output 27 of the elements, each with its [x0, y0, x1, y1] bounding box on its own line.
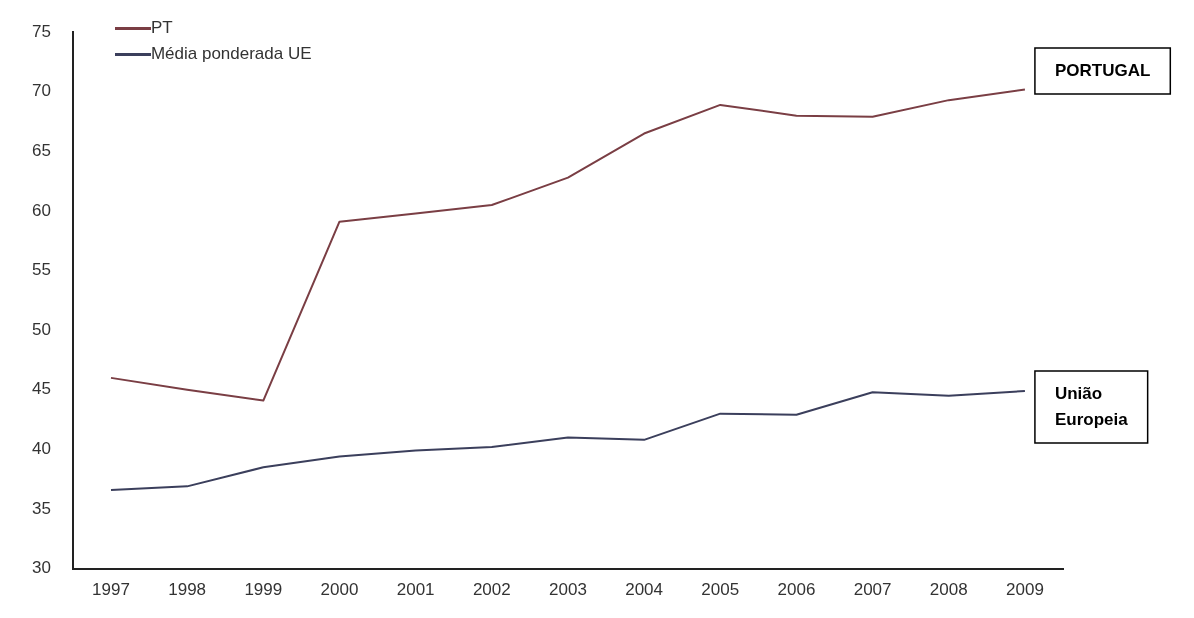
- y-tick-label: 50: [31, 319, 51, 339]
- x-tick-label: 2004: [625, 580, 664, 600]
- annotation: União Europeia: [1054, 383, 1129, 429]
- legend-label: Média ponderada UE: [150, 44, 312, 65]
- x-tick-label: 2007: [853, 580, 892, 600]
- x-tick-label: 1998: [168, 580, 207, 600]
- y-tick-label: 65: [31, 141, 51, 161]
- y-tick-label: 35: [31, 498, 51, 518]
- y-tick-label: 55: [31, 260, 51, 280]
- y-tick-label: 40: [31, 439, 51, 459]
- y-tick-label: 70: [31, 81, 51, 101]
- y-tick-label: 75: [31, 21, 51, 41]
- x-tick-label: 2008: [929, 580, 968, 600]
- y-tick-label: 45: [31, 379, 51, 399]
- x-tick-label: 2000: [320, 580, 359, 600]
- x-tick-label: 2002: [472, 580, 511, 600]
- x-tick-label: 2003: [549, 580, 587, 600]
- annotation: PORTUGAL: [1054, 60, 1151, 80]
- y-tick-label: 30: [31, 558, 51, 578]
- y-tick-label: 60: [31, 200, 51, 220]
- x-tick-label: 2001: [396, 580, 435, 600]
- x-tick-label: 2009: [1006, 580, 1044, 600]
- x-tick-label: 2006: [777, 580, 816, 600]
- x-tick-label: 1997: [92, 580, 130, 600]
- x-tick-label: 1999: [244, 580, 283, 600]
- x-tick-label: 2005: [701, 580, 740, 600]
- legend-label: PT: [150, 18, 173, 39]
